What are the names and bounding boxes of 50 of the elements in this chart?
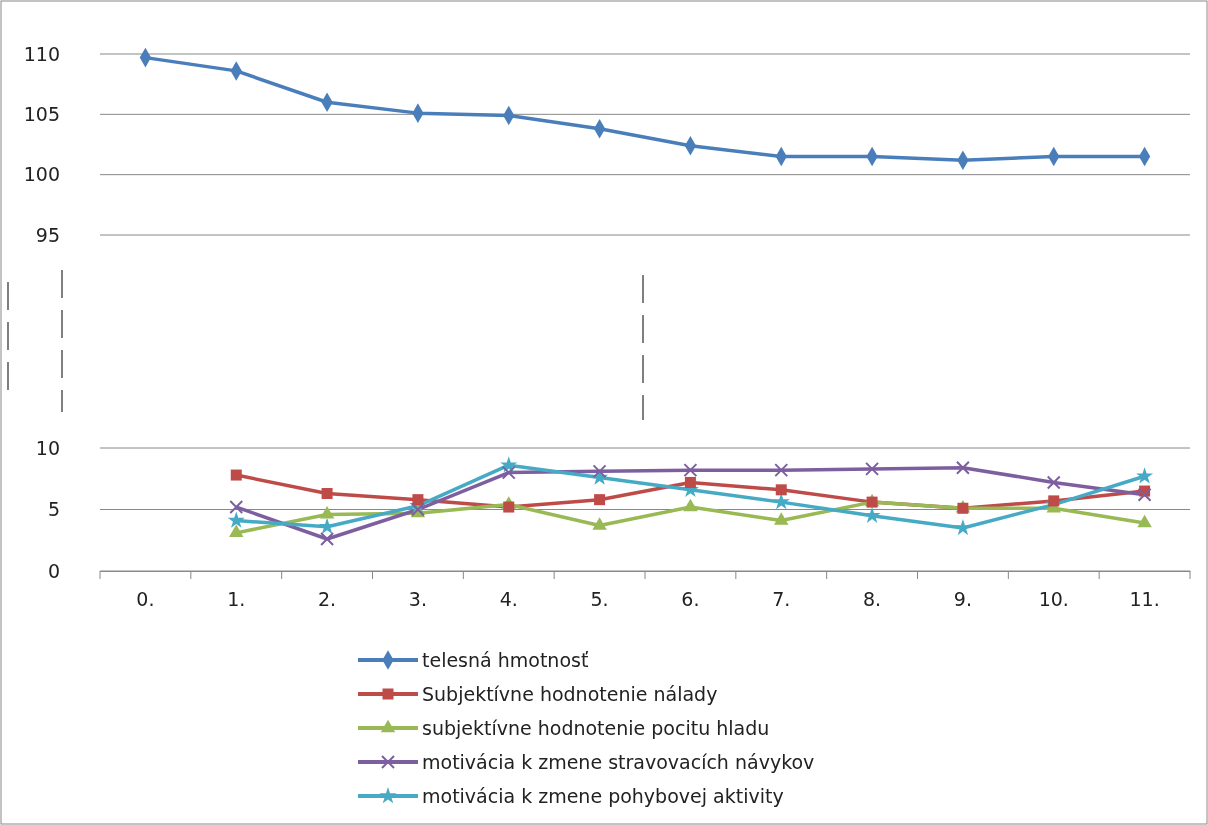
point [319,506,335,519]
point [229,524,244,538]
x-tick-label: 7. [772,588,791,611]
point [774,512,789,525]
x-tick-label: 6. [681,588,700,611]
point [501,465,516,480]
point [955,460,970,475]
point [592,464,607,479]
legend-label: motivácia k zmene stravovacích návykov [422,751,815,773]
point [321,488,333,500]
x-tick-label: 10. [1038,588,1069,611]
point [227,511,245,528]
y-tick-label: 100 [23,163,60,186]
point [1137,487,1152,502]
point [229,500,244,515]
y-tick-label: 95 [35,223,60,246]
x-tick-label: 11. [1129,588,1160,611]
point [683,498,698,512]
x-tick-label: 8. [863,588,882,611]
y-tick-label: 10 [35,436,60,459]
x-tick-label: 9. [953,588,972,611]
point [1048,495,1060,507]
point [594,494,606,506]
point [775,484,787,496]
x-tick-label: 1. [227,588,246,611]
legend-label: subjektívne hodnotenie pocitu hladu [422,717,770,739]
point [683,463,698,478]
y-tick-label: 110 [23,42,60,65]
point [1137,514,1152,528]
y-tick-label: 5 [47,498,60,521]
y-tick-label: 105 [23,102,60,125]
x-tick-label: 0. [136,588,155,611]
y-tick-label: 0 [47,559,60,582]
legend-label: telesná hmotnosť [422,649,589,671]
point [772,493,790,510]
point [1136,467,1154,484]
point [230,469,242,481]
point [503,501,515,513]
point [1046,475,1061,490]
point [684,476,696,488]
legend-label: motivácia k zmene pohybovej aktivity [422,785,784,807]
x-tick-label: 2. [318,588,337,611]
x-tick-label: 3. [408,588,427,611]
point [865,461,880,476]
x-tick-label: 5. [590,588,609,611]
point [592,517,607,530]
point [412,494,424,506]
point [774,463,789,478]
x-tick-label: 4. [499,588,518,611]
legend-label: Subjektívne hodnotenie nálady [422,683,718,705]
